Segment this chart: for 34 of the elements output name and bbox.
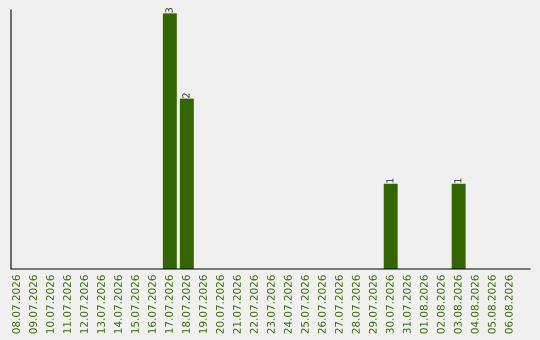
x-tick-label: 08.07.2026 [12, 275, 20, 334]
x-tick-label: 19.07.2026 [198, 275, 207, 334]
x-tick-label: 09.07.2026 [29, 275, 37, 334]
x-tick-label: 28.07.2026 [352, 275, 360, 334]
x-tick-label: 24.07.2026 [284, 275, 292, 334]
x-tick-label: 31.07.2026 [402, 275, 411, 334]
x-tick-label: 15.07.2026 [131, 275, 139, 334]
x-tick-label: 17.07.2026 [164, 275, 173, 334]
data-label: 1 [454, 178, 462, 183]
x-tick-label: 25.07.2026 [300, 275, 309, 334]
x-tick-label: 04.08.2026 [470, 275, 479, 334]
x-tick-label: 05.08.2026 [488, 275, 496, 334]
x-tick-label: 27.07.2026 [334, 275, 343, 334]
x-tick-label: 01.08.2026 [420, 275, 428, 334]
data-label: 2 [182, 93, 190, 98]
x-tick-label: 14.07.2026 [114, 275, 122, 334]
x-tick-label: 02.08.2026 [436, 275, 445, 334]
x-tick-label: 16.07.2026 [148, 275, 156, 334]
x-tick-label: 30.07.2026 [386, 275, 394, 334]
x-tick-label: 18.07.2026 [182, 275, 190, 334]
x-tick-label: 11.07.2026 [63, 275, 71, 334]
data-label: 3 [165, 8, 173, 13]
x-tick-label: 20.07.2026 [216, 275, 224, 334]
x-tick-label: 13.07.2026 [97, 275, 105, 334]
x-tick-label: 12.07.2026 [80, 275, 88, 334]
x-tick-label: 03.08.2026 [454, 275, 462, 334]
x-tick-label: 26.07.2026 [318, 275, 326, 334]
x-tick-label: 10.07.2026 [46, 275, 54, 334]
x-tick-label: 22.07.2026 [250, 275, 258, 334]
x-tick-label: 21.07.2026 [232, 275, 241, 334]
data-label: 1 [386, 178, 394, 183]
x-tick-label: 23.07.2026 [266, 275, 275, 334]
x-tick-label: 29.07.2026 [368, 275, 377, 334]
x-tick-label: 06.08.2026 [504, 275, 513, 334]
